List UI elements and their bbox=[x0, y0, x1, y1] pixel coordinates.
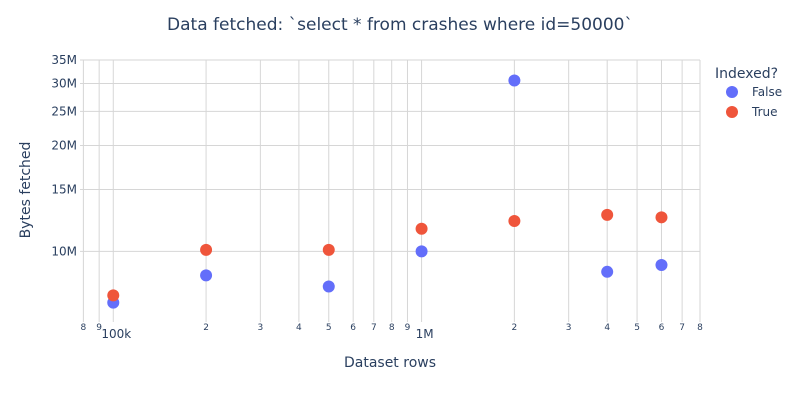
x-tick-label: 4 bbox=[604, 323, 610, 333]
scatter-point-true bbox=[107, 289, 120, 302]
x-tick-label: 2 bbox=[203, 323, 209, 333]
scatter-point-true bbox=[415, 222, 428, 235]
x-tick-label: 100k bbox=[101, 327, 131, 341]
y-tick-label: 35M bbox=[51, 53, 77, 67]
x-tick-label: 9 bbox=[96, 323, 102, 333]
legend-label-true: True bbox=[751, 105, 778, 119]
x-tick-label: 6 bbox=[350, 323, 356, 333]
y-tick-labels: 10M 15M 20M 25M 30M 35M bbox=[51, 53, 77, 258]
legend-label-false: False bbox=[752, 85, 782, 99]
x-tick-label: 7 bbox=[679, 323, 685, 333]
scatter-point-true bbox=[322, 243, 335, 256]
scatter-point-false bbox=[322, 280, 335, 293]
y-tick-label: 25M bbox=[51, 104, 77, 118]
scatter-point-false bbox=[200, 269, 213, 282]
legend-marker-true bbox=[726, 106, 738, 118]
x-tick-label: 8 bbox=[389, 323, 395, 333]
scatter-point-true bbox=[655, 211, 668, 224]
x-tick-label: 5 bbox=[634, 323, 640, 333]
x-tick-label: 3 bbox=[566, 323, 572, 333]
grid-lines bbox=[80, 59, 701, 322]
x-tick-label: 6 bbox=[659, 323, 665, 333]
y-tick-label: 15M bbox=[51, 182, 77, 196]
x-tick-label: 8 bbox=[81, 323, 87, 333]
x-tick-label: 1M bbox=[416, 327, 434, 341]
x-tick-label: 4 bbox=[296, 323, 302, 333]
scatter-point-false bbox=[601, 265, 614, 278]
y-tick-label: 10M bbox=[51, 244, 77, 258]
scatter-point-false bbox=[655, 258, 668, 271]
x-tick-label: 9 bbox=[405, 323, 411, 333]
chart-title: Data fetched: `select * from crashes whe… bbox=[167, 15, 633, 35]
x-tick-labels: 8 9 100k 2 3 4 5 6 7 8 9 1M 2 3 4 5 6 7 8 bbox=[81, 323, 704, 341]
scatter-point-false bbox=[508, 74, 521, 87]
scatter-point-true bbox=[508, 215, 521, 228]
legend: Indexed? False True bbox=[715, 66, 782, 119]
y-tick-label: 30M bbox=[51, 77, 77, 91]
x-tick-label: 3 bbox=[257, 323, 263, 333]
legend-marker-false bbox=[726, 86, 738, 98]
scatter-point-true bbox=[200, 243, 213, 256]
x-tick-label: 2 bbox=[512, 323, 518, 333]
x-tick-label: 8 bbox=[697, 323, 703, 333]
y-axis-title: Bytes fetched bbox=[18, 142, 34, 239]
x-tick-label: 7 bbox=[371, 323, 377, 333]
scatter-point-true bbox=[601, 208, 614, 221]
scatter-point-false bbox=[415, 245, 428, 258]
legend-title: Indexed? bbox=[715, 66, 778, 82]
y-tick-label: 20M bbox=[51, 139, 77, 153]
x-axis-title: Dataset rows bbox=[344, 355, 436, 371]
x-tick-label: 5 bbox=[326, 323, 332, 333]
data-points bbox=[107, 74, 668, 309]
